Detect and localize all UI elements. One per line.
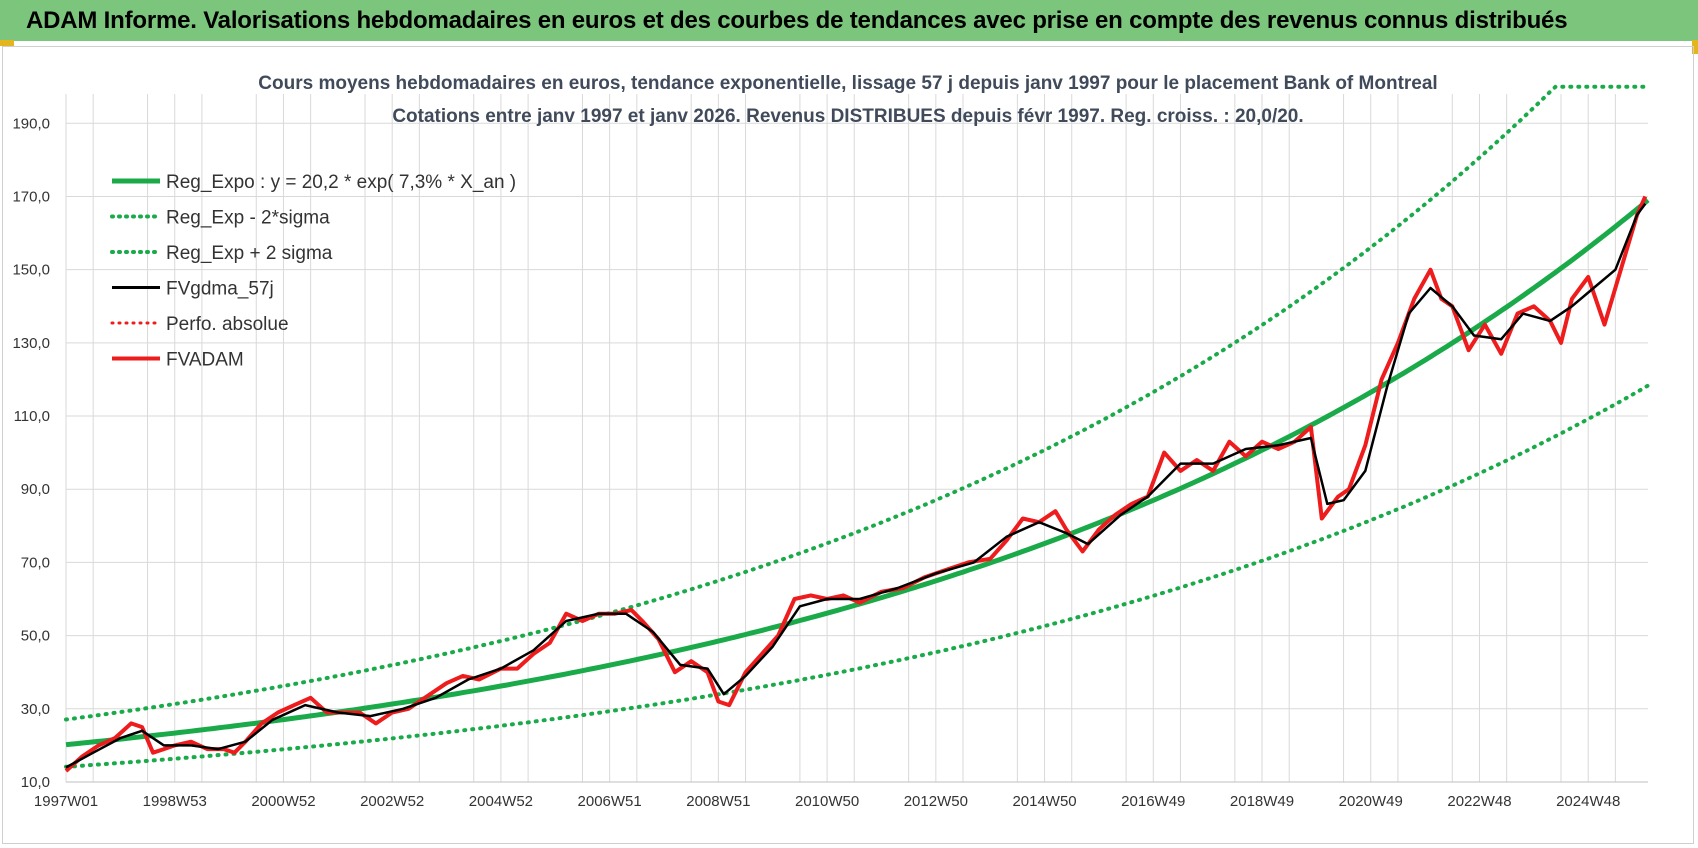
y-tick-label: 50,0	[21, 628, 50, 645]
x-tick-label: 2020W49	[1339, 793, 1403, 810]
chart-subtitle: Cotations entre janv 1997 et janv 2026. …	[392, 106, 1303, 127]
series-line-reg-exp-minus-2-sigma	[64, 383, 1650, 769]
x-tick-label: 2010W50	[795, 793, 859, 810]
legend-label: Reg_Exp - 2*sigma	[166, 208, 330, 229]
chart-grid	[65, 94, 1648, 783]
legend-label: FVgdma_57j	[166, 279, 274, 300]
x-tick-label: 2022W48	[1447, 793, 1511, 810]
y-tick-label: 170,0	[12, 188, 50, 205]
x-tick-label: 2012W50	[904, 793, 968, 810]
banner-corner-right	[1692, 40, 1698, 54]
chart-frame	[2, 46, 1694, 844]
y-tick-label: 10,0	[21, 774, 50, 791]
x-tick-label: 2016W49	[1121, 793, 1185, 810]
y-tick-label: 110,0	[14, 408, 50, 425]
x-tick-label: 2014W50	[1012, 793, 1076, 810]
series-line-reg-expo	[65, 198, 1650, 748]
series-line-reg-exp-plus-2-sigma	[64, 84, 1650, 722]
chart-title: Cours moyens hebdomadaires en euros, ten…	[258, 73, 1437, 94]
chart-legend: Reg_Expo : y = 20,2 * exp( 7,3% * X_an )…	[110, 172, 516, 371]
y-tick-label: 190,0	[12, 115, 50, 132]
legend-label: Reg_Expo : y = 20,2 * exp( 7,3% * X_an )	[166, 172, 516, 193]
legend-label: FVADAM	[166, 350, 244, 371]
x-tick-label: 2002W52	[360, 793, 424, 810]
x-tick-label: 2004W52	[469, 793, 533, 810]
report-title: ADAM Informe. Valorisations hebdomadaire…	[26, 7, 1568, 34]
series-line-fvgdma-57j	[65, 203, 1647, 769]
y-tick-label: 150,0	[12, 262, 50, 279]
x-tick-label: 2018W49	[1230, 793, 1294, 810]
y-tick-label: 90,0	[21, 481, 50, 498]
report-banner: ADAM Informe. Valorisations hebdomadaire…	[0, 0, 1698, 44]
legend-label: Reg_Exp + 2 sigma	[166, 243, 333, 264]
x-tick-label: 2024W48	[1556, 793, 1620, 810]
series-line-fvadam	[64, 195, 1648, 773]
x-tick-label: 1998W53	[143, 793, 207, 810]
y-tick-label: 70,0	[21, 554, 50, 571]
chart-series	[64, 84, 1650, 773]
x-tick-label: 2006W51	[578, 793, 642, 810]
y-tick-label: 30,0	[21, 701, 50, 718]
y-axis-ticks: 10,0 30,0 50,0 70,0 90,0 110,0 130,0 150,0 170,0…	[12, 115, 50, 791]
x-axis-ticks: 1997W01 1998W53 2000W52 2002W52 2004W52 2006W…	[34, 793, 1620, 810]
x-tick-label: 2000W52	[251, 793, 315, 810]
x-tick-label: 2008W51	[686, 793, 750, 810]
x-tick-label: 1997W01	[34, 793, 98, 810]
banner-corner-left	[0, 40, 14, 46]
legend-label: Perfo. absolue	[166, 314, 289, 335]
y-tick-label: 130,0	[12, 335, 50, 352]
